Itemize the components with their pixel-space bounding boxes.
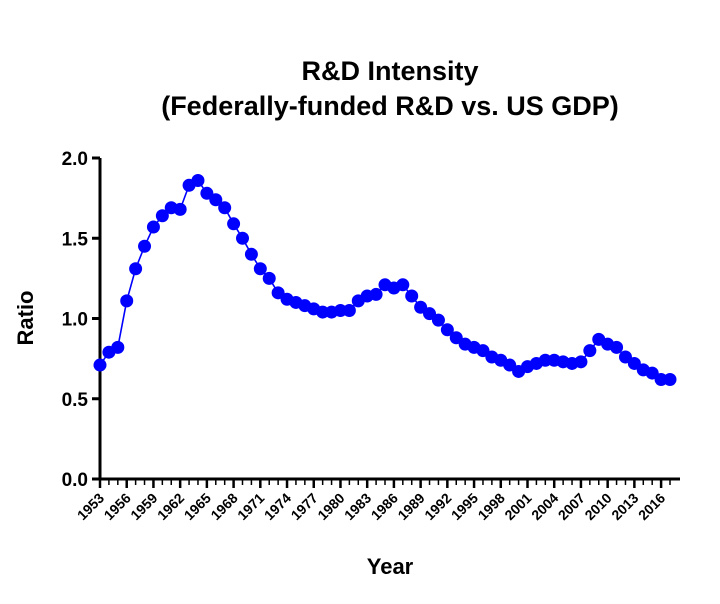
data-point [262, 271, 276, 285]
x-tick-label: 1956 [100, 490, 133, 523]
data-point [253, 262, 267, 276]
data-point [155, 209, 169, 223]
x-axis-ticks: 1953195619591962196519681971197419771980… [74, 479, 671, 523]
y-tick-label: 2.0 [62, 149, 88, 170]
data-point [654, 372, 668, 386]
data-point [227, 217, 241, 231]
data-point [342, 303, 356, 317]
data-point [396, 278, 410, 292]
y-tick-label: 1.5 [62, 229, 89, 250]
y-tick-label: 1.0 [62, 310, 88, 331]
x-tick-label: 1953 [74, 490, 107, 523]
data-point [333, 303, 347, 317]
data-point [583, 344, 597, 358]
data-point [129, 262, 143, 276]
data-point [146, 220, 160, 234]
x-tick-label: 1995 [448, 490, 481, 523]
data-point [538, 353, 552, 367]
x-tick-label: 2007 [555, 490, 588, 523]
data-point [173, 202, 187, 216]
data-point [440, 323, 454, 337]
data-point [316, 305, 330, 319]
x-tick-label: 1986 [368, 490, 401, 523]
x-axis-title: Year [367, 554, 414, 579]
data-point [191, 173, 205, 187]
y-tick-label: 0.0 [62, 470, 88, 491]
x-tick-label: 1968 [207, 490, 240, 523]
x-tick-label: 2016 [635, 490, 668, 523]
data-point [574, 355, 588, 369]
x-tick-label: 1974 [261, 490, 294, 523]
x-tick-label: 1998 [475, 490, 508, 523]
y-axis-ticks: 0.0 0.5 1.0 1.5 2.0 [62, 149, 100, 491]
x-tick-label: 1992 [421, 490, 454, 523]
data-point [120, 294, 134, 308]
data-point [369, 287, 383, 301]
data-point [93, 358, 107, 372]
data-point [209, 193, 223, 207]
y-axis-title: Ratio [13, 291, 38, 346]
x-tick-label: 1983 [341, 490, 374, 523]
data-point [431, 313, 445, 327]
data-point [218, 201, 232, 215]
data-point [138, 239, 152, 253]
data-point [405, 289, 419, 303]
data-point [610, 340, 624, 354]
data-points [93, 173, 677, 386]
chart-title-line-2: (Federally-funded R&D vs. US GDP) [161, 91, 619, 121]
x-tick-label: 1965 [181, 490, 214, 523]
data-point [244, 247, 258, 261]
x-tick-label: 1977 [288, 490, 321, 523]
y-tick-label: 0.5 [62, 390, 89, 411]
x-tick-label: 1971 [234, 490, 267, 523]
x-tick-label: 1989 [394, 490, 427, 523]
x-tick-label: 2001 [501, 490, 534, 523]
data-point [663, 372, 677, 386]
x-tick-label: 2004 [528, 490, 561, 523]
data-point [236, 231, 249, 245]
x-tick-label: 1962 [154, 490, 187, 523]
x-tick-label: 2013 [608, 490, 641, 523]
chart-title-line-1: R&D Intensity [301, 56, 478, 86]
x-tick-label: 1980 [314, 490, 347, 523]
data-point [111, 340, 125, 354]
x-tick-label: 1959 [127, 490, 160, 523]
x-tick-label: 2010 [581, 490, 614, 523]
